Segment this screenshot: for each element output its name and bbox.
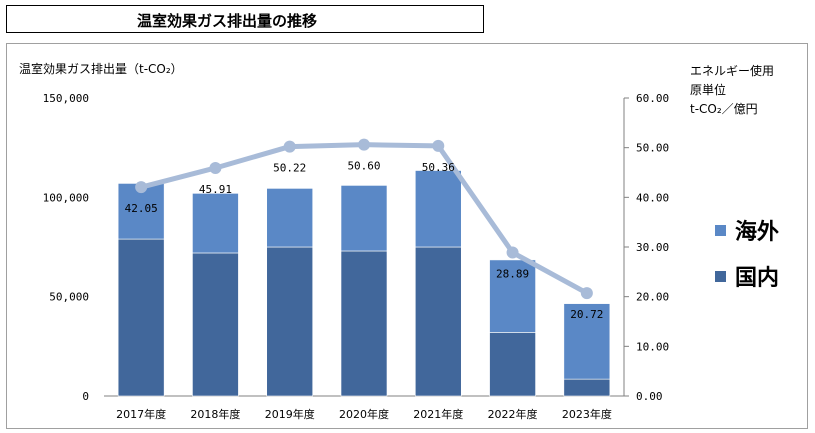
right-axis-title: エネルギー使用 原単位 t-CO₂／億円 xyxy=(690,62,774,119)
line-point xyxy=(209,161,222,174)
y-right-tick-label: 30.00 xyxy=(636,241,669,254)
line-data-label: 50.22 xyxy=(273,162,306,175)
x-tick-label: 2019年度 xyxy=(265,407,315,421)
legend-item-overseas: 海外 xyxy=(715,214,779,246)
y-left-tick-label: 100,000 xyxy=(43,191,89,204)
line-data-label: 45.91 xyxy=(199,183,232,196)
bar-overseas xyxy=(414,170,462,248)
bar-overseas xyxy=(489,259,536,333)
legend-swatch-overseas xyxy=(715,224,726,236)
legend-swatch-domestic xyxy=(715,270,726,282)
bar-domestic xyxy=(489,332,536,397)
line-data-label: 28.89 xyxy=(496,268,529,281)
bar-overseas xyxy=(563,303,611,380)
chart-frame xyxy=(6,43,808,429)
right-axis-title-line-1: エネルギー使用 xyxy=(690,64,775,78)
x-tick-label: 2017年度 xyxy=(116,407,166,421)
line-point xyxy=(358,138,370,151)
bar-overseas xyxy=(192,193,239,254)
chart-header-title: 温室効果ガス排出量の推移 xyxy=(6,5,484,33)
bar-domestic xyxy=(117,238,165,397)
y-right-tick-label: 10.00 xyxy=(636,340,669,353)
y-left-tick-label: 150,000 xyxy=(43,92,89,105)
line-point xyxy=(283,140,296,153)
x-tick-label: 2020年度 xyxy=(339,407,389,421)
line-data-label: 50.60 xyxy=(347,160,380,173)
bar-overseas xyxy=(266,188,314,248)
x-tick-label: 2021年度 xyxy=(413,407,463,421)
y-right-tick-label: 50.00 xyxy=(636,142,669,155)
right-axis-title-line-2: 原単位 xyxy=(690,83,727,97)
x-tick-label: 2023年度 xyxy=(562,407,612,421)
bar-domestic xyxy=(192,252,239,397)
x-tick-label: 2022年度 xyxy=(488,407,538,421)
y-right-tick-label: 0.00 xyxy=(636,390,663,403)
right-axis-title-line-3: t-CO₂／億円 xyxy=(690,102,758,116)
left-axis-title: 温室効果ガス排出量（t-CO₂） xyxy=(19,62,183,76)
x-tick-label: 2018年度 xyxy=(190,407,240,421)
legend: 海外 国内 xyxy=(715,214,779,306)
bar-domestic xyxy=(340,250,388,397)
line-point xyxy=(580,287,593,300)
bar-domestic xyxy=(266,246,314,397)
y-left-tick-label: 50,000 xyxy=(49,291,89,304)
line-point xyxy=(432,139,445,152)
legend-item-domestic: 国内 xyxy=(715,260,779,292)
bar-domestic xyxy=(414,246,462,397)
line-data-label: 50.36 xyxy=(422,161,455,174)
y-right-tick-label: 40.00 xyxy=(636,191,669,204)
line-point xyxy=(506,246,519,259)
y-left-tick-label: 0 xyxy=(82,390,89,403)
bar-domestic xyxy=(563,378,611,397)
bar-overseas xyxy=(340,185,388,252)
line-data-label: 20.72 xyxy=(570,308,603,321)
legend-label-overseas: 海外 xyxy=(735,220,780,245)
y-right-tick-label: 60.00 xyxy=(636,92,669,105)
line-data-label: 42.05 xyxy=(125,202,158,215)
y-right-tick-label: 20.00 xyxy=(636,291,669,304)
line-point xyxy=(135,181,148,194)
legend-label-domestic: 国内 xyxy=(735,266,780,291)
